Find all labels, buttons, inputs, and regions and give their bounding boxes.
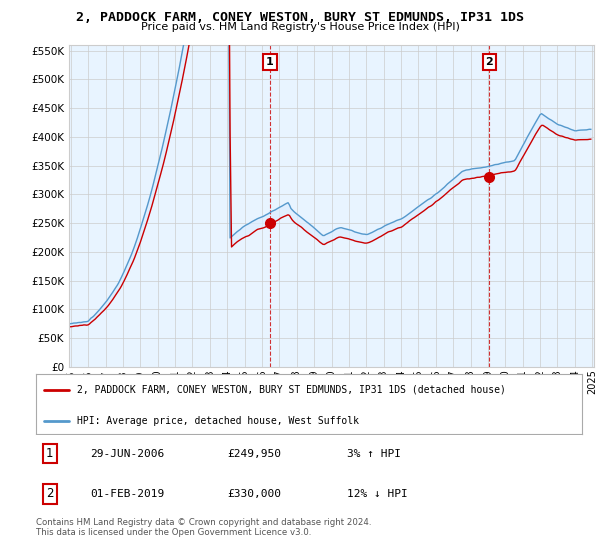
Text: 2: 2 [485,57,493,67]
Text: 29-JUN-2006: 29-JUN-2006 [91,449,165,459]
Text: 2, PADDOCK FARM, CONEY WESTON, BURY ST EDMUNDS, IP31 1DS (detached house): 2, PADDOCK FARM, CONEY WESTON, BURY ST E… [77,385,506,395]
Text: 2: 2 [46,487,53,500]
Text: Price paid vs. HM Land Registry's House Price Index (HPI): Price paid vs. HM Land Registry's House … [140,22,460,32]
Text: 2, PADDOCK FARM, CONEY WESTON, BURY ST EDMUNDS, IP31 1DS: 2, PADDOCK FARM, CONEY WESTON, BURY ST E… [76,11,524,24]
Text: 1: 1 [266,57,274,67]
Text: £330,000: £330,000 [227,489,281,499]
Text: 3% ↑ HPI: 3% ↑ HPI [347,449,401,459]
Text: 1: 1 [46,447,53,460]
Text: 01-FEB-2019: 01-FEB-2019 [91,489,165,499]
Text: Contains HM Land Registry data © Crown copyright and database right 2024.
This d: Contains HM Land Registry data © Crown c… [36,518,371,538]
Text: 12% ↓ HPI: 12% ↓ HPI [347,489,408,499]
Text: HPI: Average price, detached house, West Suffolk: HPI: Average price, detached house, West… [77,416,359,426]
Text: £249,950: £249,950 [227,449,281,459]
